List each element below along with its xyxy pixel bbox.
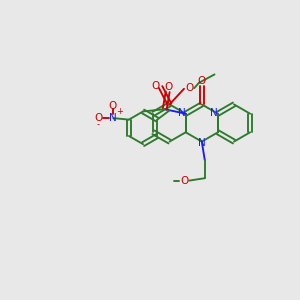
Text: O: O <box>198 76 206 86</box>
Text: O: O <box>94 112 102 122</box>
Text: N: N <box>178 107 186 118</box>
Text: O: O <box>109 100 117 110</box>
Text: -: - <box>97 120 100 129</box>
Text: O: O <box>151 81 160 91</box>
Text: O: O <box>185 82 193 93</box>
Text: N: N <box>210 107 218 118</box>
Text: O: O <box>164 82 172 92</box>
Text: N: N <box>198 138 206 148</box>
Text: N: N <box>109 112 117 122</box>
Text: O: O <box>180 176 188 186</box>
Text: +: + <box>116 107 123 116</box>
